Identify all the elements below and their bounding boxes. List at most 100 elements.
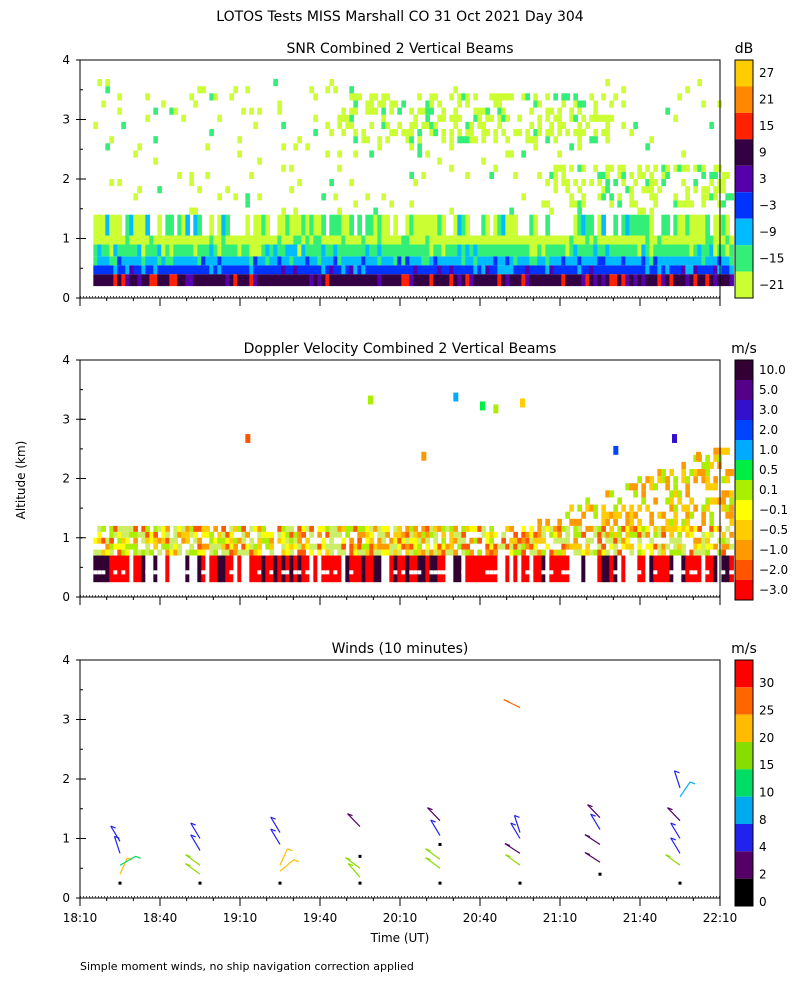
snr-cell xyxy=(669,235,674,245)
velocity-cell xyxy=(341,543,346,550)
snr-cell xyxy=(637,214,642,236)
velocity-cell xyxy=(329,549,334,556)
snr-cell xyxy=(365,107,370,115)
velocity-cell xyxy=(613,531,618,538)
snr-cell xyxy=(661,235,666,245)
snr-cell xyxy=(133,235,138,245)
snr-cell xyxy=(493,235,498,245)
velocity-cell xyxy=(545,518,550,526)
snr-cell xyxy=(405,214,410,236)
snr-cell xyxy=(157,214,162,236)
snr-cell xyxy=(425,107,430,115)
velocity-cell xyxy=(569,543,574,550)
velocity-cell xyxy=(109,555,114,583)
snr-cell xyxy=(249,244,254,257)
snr-cell xyxy=(577,214,582,236)
snr-cell xyxy=(145,274,150,287)
velocity-cell xyxy=(121,531,126,538)
velocity-cell xyxy=(617,525,622,532)
snr-cell xyxy=(349,256,354,266)
snr-cell xyxy=(493,164,498,172)
wind-barb-flag xyxy=(590,813,596,817)
snr-cell xyxy=(153,274,158,287)
velocity-cell xyxy=(533,555,538,583)
velocity-cell xyxy=(705,549,710,556)
snr-cell xyxy=(285,235,290,245)
snr-cell xyxy=(713,164,718,172)
snr-cell xyxy=(593,164,598,172)
velocity-cell xyxy=(613,537,618,544)
snr-cell xyxy=(277,265,282,275)
velocity-cell xyxy=(461,537,466,544)
snr-cell xyxy=(317,214,322,236)
velocity-cell xyxy=(325,570,330,575)
wind-barb xyxy=(670,822,681,839)
snr-cell xyxy=(373,93,378,101)
velocity-cell xyxy=(433,537,438,544)
snr-cell xyxy=(469,129,474,137)
velocity-cell xyxy=(425,537,430,544)
winds-x-tick-label: 20:40 xyxy=(463,911,498,925)
velocity-cell xyxy=(149,555,154,583)
snr-cell xyxy=(509,265,514,275)
snr-cell xyxy=(281,235,286,245)
velocity-cell xyxy=(645,525,650,532)
snr-cell xyxy=(365,235,370,245)
snr-cell xyxy=(601,244,606,257)
snr-cell xyxy=(297,235,302,245)
snr-cell xyxy=(245,265,250,275)
velocity-cell xyxy=(677,570,682,575)
snr-cell xyxy=(701,171,706,179)
snr-cell xyxy=(177,265,182,275)
snr-cell xyxy=(337,274,342,287)
snr-cell xyxy=(509,274,514,287)
snr-cell xyxy=(433,129,438,137)
snr-cell xyxy=(229,93,234,101)
velocity-cell xyxy=(577,525,582,532)
velocity-cell xyxy=(333,555,338,583)
snr-cell xyxy=(465,235,470,245)
snr-cell xyxy=(197,214,202,236)
snr-cell xyxy=(533,274,538,287)
velocity-cell xyxy=(397,549,402,556)
snr-cell xyxy=(501,265,506,275)
snr-cell xyxy=(729,193,734,201)
snr-cell xyxy=(365,256,370,266)
snr-cell xyxy=(709,256,714,266)
snr-cell xyxy=(117,93,122,101)
velocity-cell xyxy=(729,511,734,519)
snr-cell xyxy=(585,274,590,287)
snr-cell xyxy=(281,207,286,215)
snr-cell xyxy=(313,244,318,257)
velocity-cell xyxy=(517,537,522,544)
velocity-cell xyxy=(233,525,238,532)
snr-cell xyxy=(329,256,334,266)
snr-cell xyxy=(293,214,298,236)
snr-cell xyxy=(597,114,602,122)
snr-title: SNR Combined 2 Vertical Beams xyxy=(286,41,513,57)
snr-cell xyxy=(269,265,274,275)
velocity-cell xyxy=(129,531,134,538)
snr-cell xyxy=(485,107,490,115)
velocity-cell xyxy=(417,531,422,538)
snr-cell xyxy=(661,244,666,257)
snr-cell xyxy=(465,214,470,236)
velocity-cell xyxy=(721,490,726,498)
snr-cell xyxy=(369,235,374,245)
snr-cell xyxy=(349,179,354,187)
snr-cell xyxy=(305,256,310,266)
winds-colorbar-swatch xyxy=(735,878,753,906)
snr-cell xyxy=(693,164,698,172)
velocity-cell xyxy=(317,525,322,532)
velocity-cell xyxy=(701,537,706,544)
snr-cell xyxy=(725,235,730,245)
wind-barb xyxy=(505,854,521,866)
snr-cell xyxy=(345,114,350,122)
velocity-cell xyxy=(525,531,530,538)
velocity-cell xyxy=(581,511,586,519)
velocity-cell xyxy=(333,543,338,550)
snr-cell xyxy=(577,143,582,151)
wind-barb-flag xyxy=(670,822,676,826)
velocity-cell xyxy=(329,537,334,544)
snr-cell xyxy=(413,179,418,187)
